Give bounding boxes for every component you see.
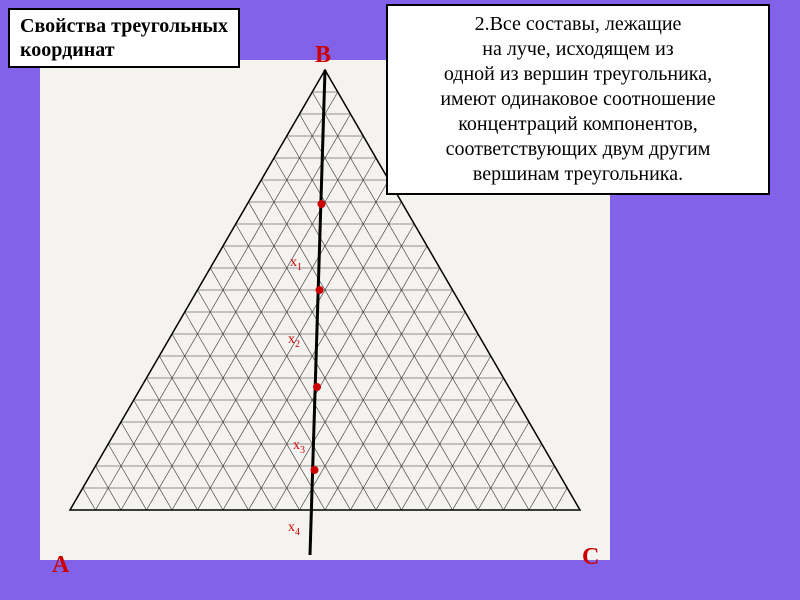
- point-label-x3: x3: [293, 438, 305, 456]
- desc-line-7: вершинам треугольника.: [473, 163, 683, 185]
- vertex-label-b: B: [315, 42, 331, 69]
- point-label-x4: x4: [288, 520, 300, 538]
- vertex-label-c: C: [582, 544, 599, 571]
- desc-line-3: одной из вершин треугольника,: [444, 63, 712, 85]
- point-label-x1: x1: [290, 255, 302, 273]
- desc-line-4: имеют одинаковое соотношение: [440, 88, 715, 110]
- title-line-2: координат: [20, 39, 115, 61]
- title-box: Свойства треугольных координат: [8, 8, 240, 68]
- desc-line-6: соответствующих двум другим: [446, 138, 711, 160]
- vertex-label-a: A: [52, 552, 69, 579]
- desc-line-1: 2.Все составы, лежащие: [475, 13, 682, 35]
- title-line-1: Свойства треугольных: [20, 15, 228, 37]
- point-label-x2: x2: [288, 332, 300, 350]
- desc-line-5: концентраций компонентов,: [458, 113, 698, 135]
- description-box: 2.Все составы, лежащие на луче, исходяще…: [386, 4, 770, 195]
- desc-line-2: на луче, исходящем из: [482, 38, 673, 60]
